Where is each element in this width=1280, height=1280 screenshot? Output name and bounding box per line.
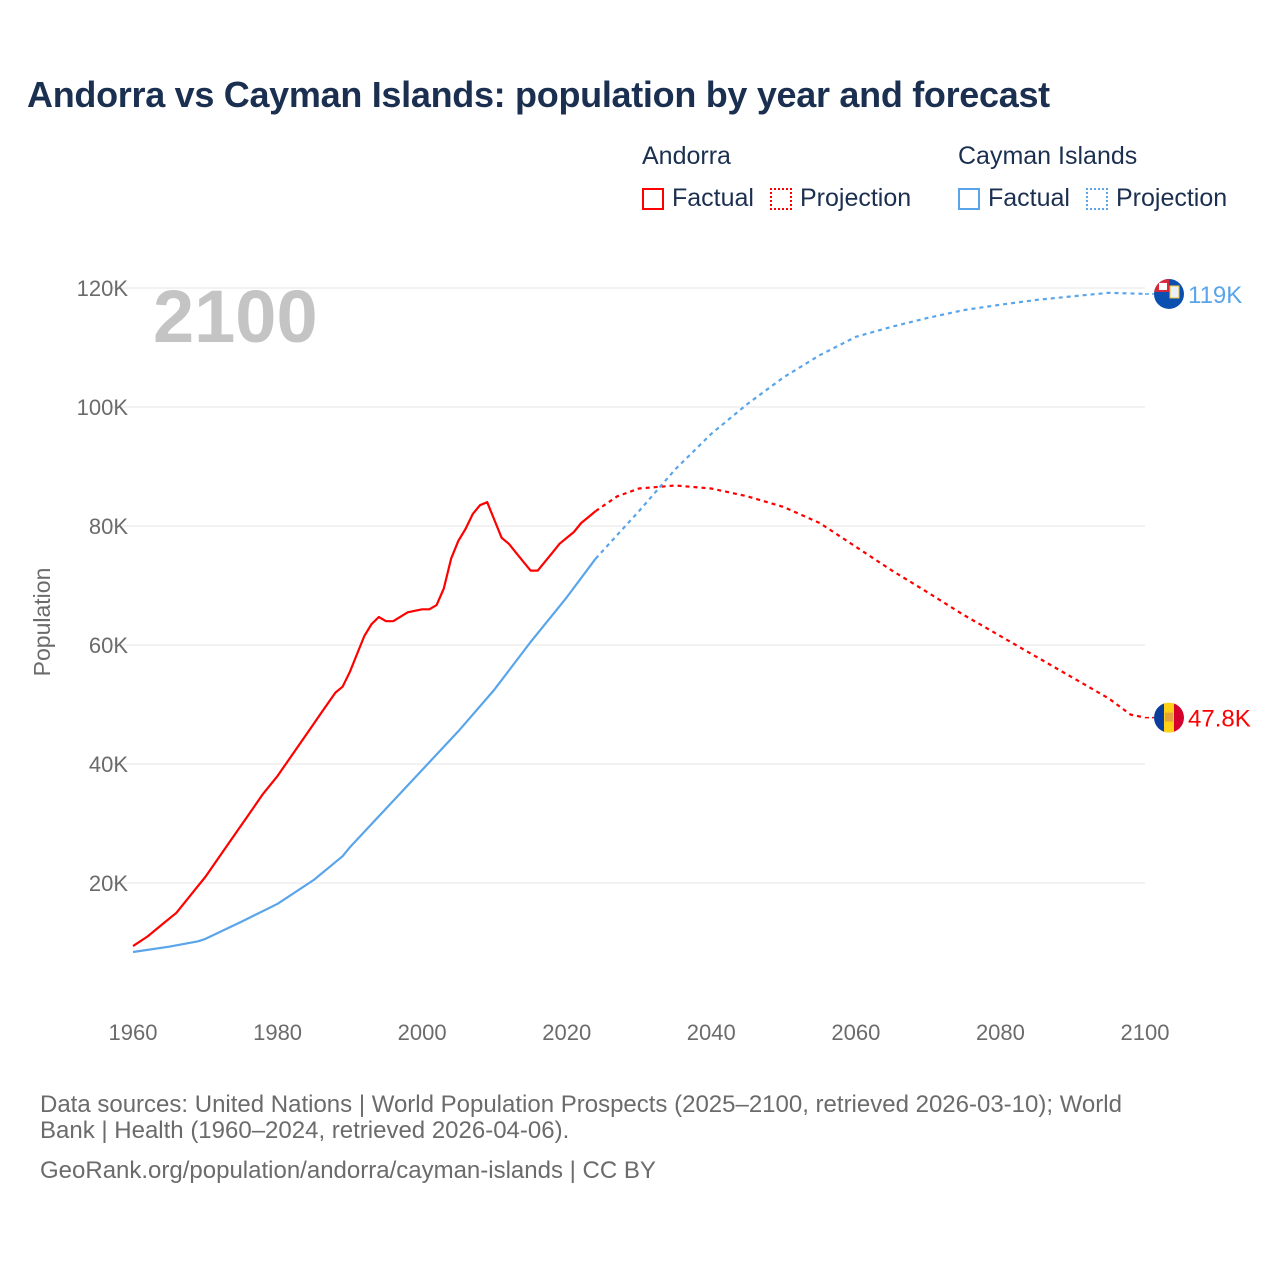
legend-andorra-projection[interactable]: Projection: [769, 184, 912, 213]
y-tick-label: 80K: [89, 514, 128, 539]
x-tick-label: 2100: [1121, 1020, 1170, 1045]
andorra-projection-line: [594, 484, 1146, 719]
legend-label: Projection: [1115, 184, 1228, 212]
y-tick-label: 40K: [89, 752, 128, 777]
legend-cayman-islands: Cayman Islands Factual Projection: [958, 142, 1243, 213]
x-tick-label: 2080: [976, 1020, 1025, 1045]
y-tick-label: 100K: [77, 395, 129, 420]
legend-andorra-factual[interactable]: Factual: [642, 184, 754, 213]
andorra-end-label: 47.8K: [1188, 706, 1251, 733]
legend-label: Factual: [988, 184, 1070, 212]
cayman-islands-projection-line: [594, 291, 1146, 560]
legend-andorra: Andorra Factual Projection: [642, 142, 927, 213]
legend-cayman-projection[interactable]: Projection: [1085, 184, 1228, 213]
cayman-islands-end-label: 119K: [1188, 282, 1242, 309]
x-tick-label: 2060: [831, 1020, 880, 1045]
chart-plot: 20K 40K 60K 80K 100K 120K 1960 1980 2000 2020 2040…: [29, 275, 1251, 1045]
andorra-flag: [1154, 702, 1184, 733]
cayman-islands-flag: [1154, 278, 1184, 309]
y-tick-label: 120K: [77, 276, 129, 301]
x-tick-label: 2040: [687, 1020, 736, 1045]
x-tick-label: 2000: [398, 1020, 447, 1045]
y-tick-label: 60K: [89, 633, 128, 658]
y-tick-label: 20K: [89, 871, 128, 896]
legend-label: Factual: [672, 184, 754, 212]
x-tick-label: 2020: [542, 1020, 591, 1045]
andorra-factual-line: [132, 501, 597, 948]
legend-swatch-dotted: [769, 187, 792, 210]
data-sources-line-1: Data sources: United Nations | World Pop…: [40, 1091, 1122, 1118]
y-axis-label: Population: [29, 568, 55, 677]
legend-group-name: Andorra: [642, 142, 731, 170]
legend-swatch-solid: [958, 187, 980, 210]
legend-group-name: Cayman Islands: [958, 142, 1138, 170]
legend-swatch-solid: [642, 187, 664, 210]
x-tick-label: 1960: [109, 1020, 158, 1045]
data-sources-line-2: Bank | Health (1960–2024, retrieved 2026…: [40, 1117, 570, 1144]
chart-title: Andorra vs Cayman Islands: population by…: [27, 74, 1050, 115]
year-overlay: 2100: [153, 275, 318, 358]
legend-swatch-dotted: [1085, 187, 1108, 210]
footer: Data sources: United Nations | World Pop…: [40, 1086, 1240, 1190]
legend-label: Projection: [799, 184, 912, 212]
cayman-islands-factual-line: [132, 558, 597, 954]
credit-link[interactable]: GeoRank.org/population/andorra/cayman-is…: [40, 1157, 656, 1184]
legend-cayman-factual[interactable]: Factual: [958, 184, 1070, 213]
x-tick-label: 1980: [253, 1020, 302, 1045]
